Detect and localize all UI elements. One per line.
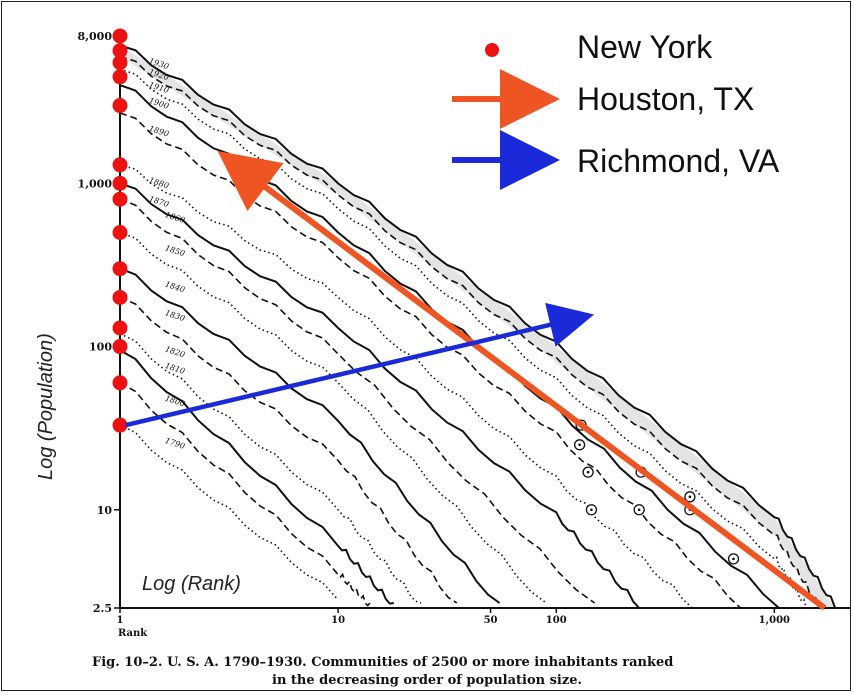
year-label-1800: 1800: [164, 394, 186, 409]
caption-line-1: Fig. 10–2. U. S. A. 1790–1930. Communiti…: [92, 655, 673, 670]
shaded-band: [120, 45, 836, 608]
legend-new-york-marker: [485, 43, 499, 57]
caption-line-2: in the decreasing order of population si…: [272, 673, 582, 688]
annotation-arrows: [125, 151, 827, 611]
year-curve-1920: [119, 55, 820, 609]
new-york-point: [112, 175, 128, 191]
new-york-point: [112, 157, 128, 173]
legend-new-york-label: New York: [577, 29, 713, 65]
year-curve-1860: [119, 198, 596, 604]
y-tick-label: 100: [89, 341, 112, 354]
year-curve-1830: [119, 296, 458, 604]
y-tick-label: 10: [97, 504, 113, 517]
y-tick-label: 8,000: [78, 30, 113, 43]
year-curves: 1930192019101900189018801870186018501840…: [119, 44, 837, 609]
y-tick-label: 1,000: [78, 177, 113, 190]
year-curve-1890: [119, 112, 742, 609]
x-tick-label: 1,000: [759, 615, 790, 626]
year-label-1870: 1870: [148, 194, 170, 209]
circled-point-dot: [586, 470, 590, 474]
year-label-1840: 1840: [164, 280, 186, 295]
circled-point-dot: [732, 557, 735, 561]
year-curve-1840: [119, 267, 501, 604]
x-tick-label: 10: [331, 615, 345, 626]
new-york-point: [112, 98, 128, 114]
x-axis-title: Log (Rank): [142, 573, 241, 595]
legend-richmond-label: Richmond, VA: [577, 143, 780, 179]
circled-point-dot: [637, 508, 641, 512]
y-tick-label: 2.5: [93, 602, 112, 615]
x-tick-label: 50: [484, 615, 498, 626]
circled-point-dot: [578, 443, 581, 447]
new-york-point: [112, 43, 128, 59]
richmond-arrow: [125, 302, 595, 428]
legend-houston-label: Houston, TX: [577, 81, 754, 117]
new-york-point: [112, 69, 128, 85]
axes: 8,000 1,000 100 10 2.5 1 10 50 100 1,000 Rank: [78, 30, 850, 639]
year-label-1830: 1830: [164, 308, 186, 323]
new-york-point: [112, 375, 128, 391]
rank-label: Rank: [118, 628, 148, 639]
x-tick-label: 100: [546, 615, 567, 626]
y-axis-title: Log (Population): [35, 333, 57, 480]
new-york-point: [112, 55, 128, 71]
circled-point-dot: [590, 508, 593, 512]
year-label-1820: 1820: [164, 345, 186, 360]
year-curve-1880: [119, 164, 693, 609]
new-york-point: [112, 224, 128, 240]
shade-1930-1920: [120, 45, 836, 608]
new-york-point: [112, 28, 128, 44]
year-curve-1810: [119, 349, 394, 605]
houston-arrow: [217, 151, 827, 611]
new-york-point: [112, 320, 128, 336]
new-york-point: [112, 289, 128, 305]
year-curve-1870: [119, 182, 640, 609]
new-york-points: [112, 28, 128, 433]
new-york-point: [112, 191, 128, 207]
year-label-1860: 1860: [164, 210, 186, 225]
new-york-point: [112, 417, 128, 433]
new-york-point: [112, 261, 128, 277]
year-curve-1820: [119, 332, 422, 604]
year-label-1810: 1810: [164, 361, 186, 376]
year-label-1890: 1890: [148, 124, 170, 139]
year-curve-1930: [119, 44, 837, 609]
year-label-1790: 1790: [164, 436, 186, 451]
year-label-1900: 1900: [148, 96, 170, 111]
new-york-point: [112, 339, 128, 355]
circled-point-dot: [688, 495, 692, 499]
x-tick-label: 1: [117, 615, 124, 626]
year-label-1850: 1850: [164, 243, 186, 258]
